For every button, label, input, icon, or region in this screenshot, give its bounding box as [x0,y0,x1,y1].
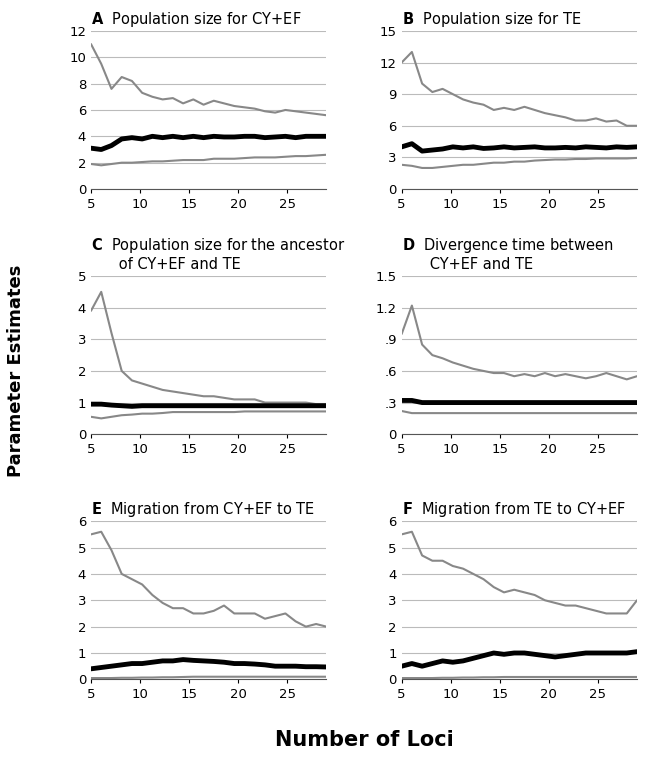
Text: $\mathbf{E}$  Migration from CY+EF to TE: $\mathbf{E}$ Migration from CY+EF to TE [91,500,315,520]
Text: $\mathbf{B}$  Population size for TE: $\mathbf{B}$ Population size for TE [402,10,581,29]
Text: Number of Loci: Number of Loci [275,730,454,750]
Text: $\mathbf{D}$  Divergence time between
      CY+EF and TE: $\mathbf{D}$ Divergence time between CY+… [402,235,613,272]
Text: $\mathbf{F}$  Migration from TE to CY+EF: $\mathbf{F}$ Migration from TE to CY+EF [402,500,626,520]
Text: $\mathbf{C}$  Population size for the ancestor
      of CY+EF and TE: $\mathbf{C}$ Population size for the anc… [91,235,345,272]
Text: Parameter Estimates: Parameter Estimates [7,264,25,477]
Text: $\mathbf{A}$  Population size for CY+EF: $\mathbf{A}$ Population size for CY+EF [91,10,302,29]
